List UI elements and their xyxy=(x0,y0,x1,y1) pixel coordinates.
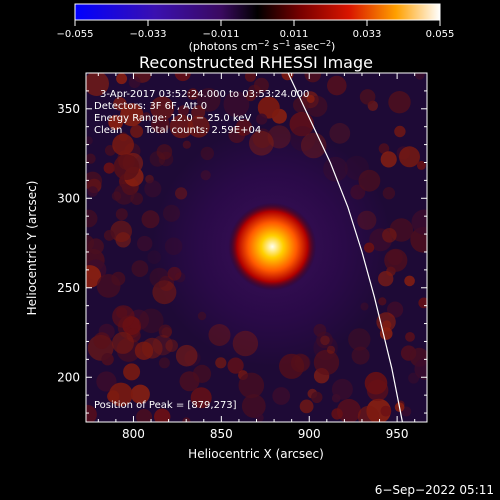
colorbar-unit-label: (photons cm−2 s−1 asec−2) xyxy=(189,39,336,53)
y-tick-label: 300 xyxy=(57,191,80,205)
x-tick-label: 950 xyxy=(386,427,409,441)
footer-date: 6−Sep−2022 05:11 xyxy=(375,483,494,497)
annotation-detectors: Detectors: 3F 6F, Att 0 xyxy=(94,101,207,112)
x-tick-label: 800 xyxy=(122,427,145,441)
chart-title: Reconstructed RHESSI Image xyxy=(139,53,373,72)
x-axis-label: Heliocentric X (arcsec) xyxy=(188,447,324,461)
emission-blobs xyxy=(86,73,427,422)
colorbar-ticks: −0.055 −0.033 −0.011 0.011 0.033 0.055 xyxy=(56,20,454,40)
y-tick-label: 200 xyxy=(57,370,80,384)
colorbar-tick-label: 0.055 xyxy=(426,29,455,40)
y-tick-label: 250 xyxy=(57,281,80,295)
colorbar-tick-label: −0.033 xyxy=(129,29,166,40)
annotation-counts: Total counts: 2.59E+04 xyxy=(144,125,261,136)
y-axis-label: Heliocentric Y (arcsec) xyxy=(25,181,39,316)
solar-limb-curve xyxy=(287,73,403,422)
annotation-peak: Position of Peak = [879,273] xyxy=(94,400,237,411)
colorbar: −0.055 −0.033 −0.011 0.011 0.033 0.055 (photo… xyxy=(56,3,454,53)
colorbar-tick-label: 0.033 xyxy=(353,29,382,40)
heatmap-image xyxy=(86,73,427,422)
x-tick-label: 900 xyxy=(298,427,321,441)
annotation-time: 3-Apr-2017 03:52:24.000 to 03:53:24.000 xyxy=(100,89,309,100)
x-tick-label: 850 xyxy=(210,427,233,441)
annotation-energy: Energy Range: 12.0 − 25.0 keV xyxy=(94,113,251,124)
axes: 800 850 900 950 200 250 300 350 xyxy=(57,72,427,441)
colorbar-tick-label: −0.055 xyxy=(56,29,93,40)
colorbar-tick-label: 0.011 xyxy=(280,29,309,40)
colorbar-tick-label: −0.011 xyxy=(202,29,239,40)
peak-source xyxy=(228,202,317,291)
colorbar-gradient xyxy=(74,3,441,21)
annotation-clean: Clean xyxy=(94,125,122,136)
y-tick-label: 350 xyxy=(57,102,80,116)
